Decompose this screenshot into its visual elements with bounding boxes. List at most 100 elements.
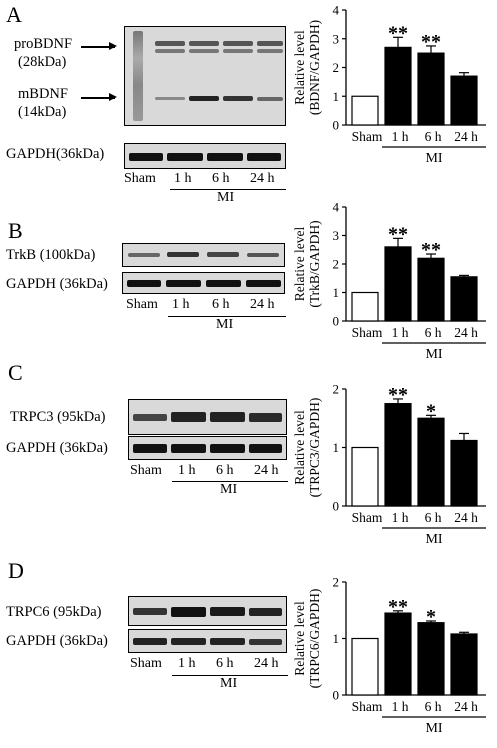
bar [450, 633, 478, 696]
blot-band [167, 252, 199, 257]
blot-band [210, 444, 245, 453]
blot-band [249, 413, 282, 422]
gapdh-blot [122, 272, 285, 294]
mi-group-label: MI [217, 190, 235, 205]
blot-band [246, 280, 281, 287]
lane-label: 1 h [178, 463, 196, 478]
blot-band [207, 153, 243, 161]
bar [450, 75, 478, 126]
lane-label: 1 h [174, 171, 192, 186]
y-tick-label: 0 [333, 688, 340, 703]
blot-band [207, 252, 239, 257]
panel-letter: A [6, 2, 22, 27]
blot-band [155, 97, 185, 100]
bar [384, 612, 412, 696]
y-tick-label: 0 [333, 118, 340, 133]
y-axis-label: Relative level [292, 30, 307, 105]
gapdh-blot [128, 436, 287, 460]
mbdnf-arrow [81, 94, 117, 100]
lane-label: Sham [130, 656, 162, 671]
blot-band [127, 280, 161, 287]
y-tick-label: 2 [333, 257, 340, 272]
y-axis-label: (TrkB/GAPDH) [307, 220, 322, 307]
category-label: Sham [352, 510, 383, 525]
gapdh-label: GAPDH(36kDa) [6, 146, 105, 162]
blot-band [129, 153, 163, 161]
blot-band [171, 638, 206, 645]
blot-band [257, 97, 283, 101]
lane-label: 24 h [250, 297, 275, 312]
lane-label: Sham [130, 463, 162, 478]
bar [384, 246, 412, 322]
category-label: 1 h [392, 510, 409, 525]
trpc6-label: TRPC6 (95kDa) [6, 604, 102, 620]
panel-letter: B [8, 218, 23, 243]
mi-group-label: MI [425, 721, 442, 736]
y-axis-label: Relative level [292, 601, 307, 676]
trkb-bar-chart: 0 1 2 3 4 Relative level (TrkB/GAPDH) Sham ** 1 h… [292, 200, 486, 362]
bdnf-bar-chart: 0 1 2 3 4 Relative level (BDNF/GAPDH) Sham ** 1 h… [292, 3, 486, 166]
bar [417, 622, 445, 696]
y-tick-label: 1 [333, 89, 340, 104]
mi-group-line [172, 675, 288, 677]
blot-band [210, 607, 245, 616]
blot-band [166, 280, 201, 287]
mbdnf-label: mBDNF [18, 86, 68, 102]
mi-group-label: MI [425, 347, 442, 362]
significance-mark: ** [388, 22, 408, 44]
probdnf-arrow [81, 43, 117, 49]
category-label: 1 h [392, 129, 409, 144]
panel-letter: C [8, 360, 23, 385]
mi-group-line [172, 481, 288, 483]
blot-band [133, 444, 167, 453]
blot-band [133, 608, 167, 615]
category-label: 24 h [454, 510, 478, 525]
mi-group-line [168, 316, 286, 318]
trkb-blot [122, 243, 285, 267]
gapdh-blot [128, 629, 287, 653]
significance-mark: * [426, 400, 436, 422]
lane-label: 6 h [212, 297, 230, 312]
mi-group-label: MI [216, 317, 234, 332]
bar [384, 46, 412, 126]
significance-mark: ** [421, 31, 441, 53]
panel-d: D TRPC6 (95kDa) GAPDH (36kDa) Sham 1 h 6… [0, 556, 497, 748]
lane-label: 6 h [212, 171, 230, 186]
trpc3-blot [128, 399, 287, 435]
y-tick-label: 2 [333, 382, 340, 397]
lane-label: 6 h [216, 463, 234, 478]
blot-band [249, 639, 282, 645]
category-label: 6 h [425, 325, 442, 340]
y-axis-label: Relative level [292, 226, 307, 301]
y-tick-label: 1 [333, 440, 340, 455]
mi-group-label: MI [425, 151, 442, 166]
significance-mark: ** [421, 239, 441, 261]
significance-mark: * [426, 606, 436, 628]
bar [450, 276, 478, 322]
category-label: 24 h [454, 129, 478, 144]
lane-label: 24 h [254, 656, 279, 671]
lane-label: Sham [126, 297, 158, 312]
blot-band [128, 253, 160, 257]
bar [351, 446, 379, 507]
blot-band [210, 412, 245, 422]
category-label: Sham [352, 129, 383, 144]
blot-band [223, 49, 253, 53]
gapdh-blot [124, 143, 286, 169]
y-tick-label: 0 [333, 314, 340, 329]
blot-band [223, 96, 253, 101]
lane-label: Sham [124, 171, 156, 186]
panel-b: B TrkB (100kDa) GAPDH (36kDa) Sham 1 h 6… [0, 196, 497, 376]
blot-band [223, 41, 253, 46]
lane-label: 24 h [250, 171, 275, 186]
mi-group-line [170, 189, 286, 191]
bar [351, 291, 379, 322]
gapdh-label: GAPDH (36kDa) [6, 633, 108, 649]
trpc6-bar-chart: 0 1 2 Relative level (TRPC6/GAPDH) Sham ** 1 h *… [292, 575, 486, 736]
blot-band [189, 41, 219, 46]
category-label: 24 h [454, 699, 478, 714]
bar [351, 637, 379, 696]
trpc3-bar-chart: 0 1 2 Relative level (TRPC3/GAPDH) Sham ** 1 h *… [292, 382, 486, 547]
significance-mark: ** [388, 596, 408, 618]
category-label: 24 h [454, 325, 478, 340]
